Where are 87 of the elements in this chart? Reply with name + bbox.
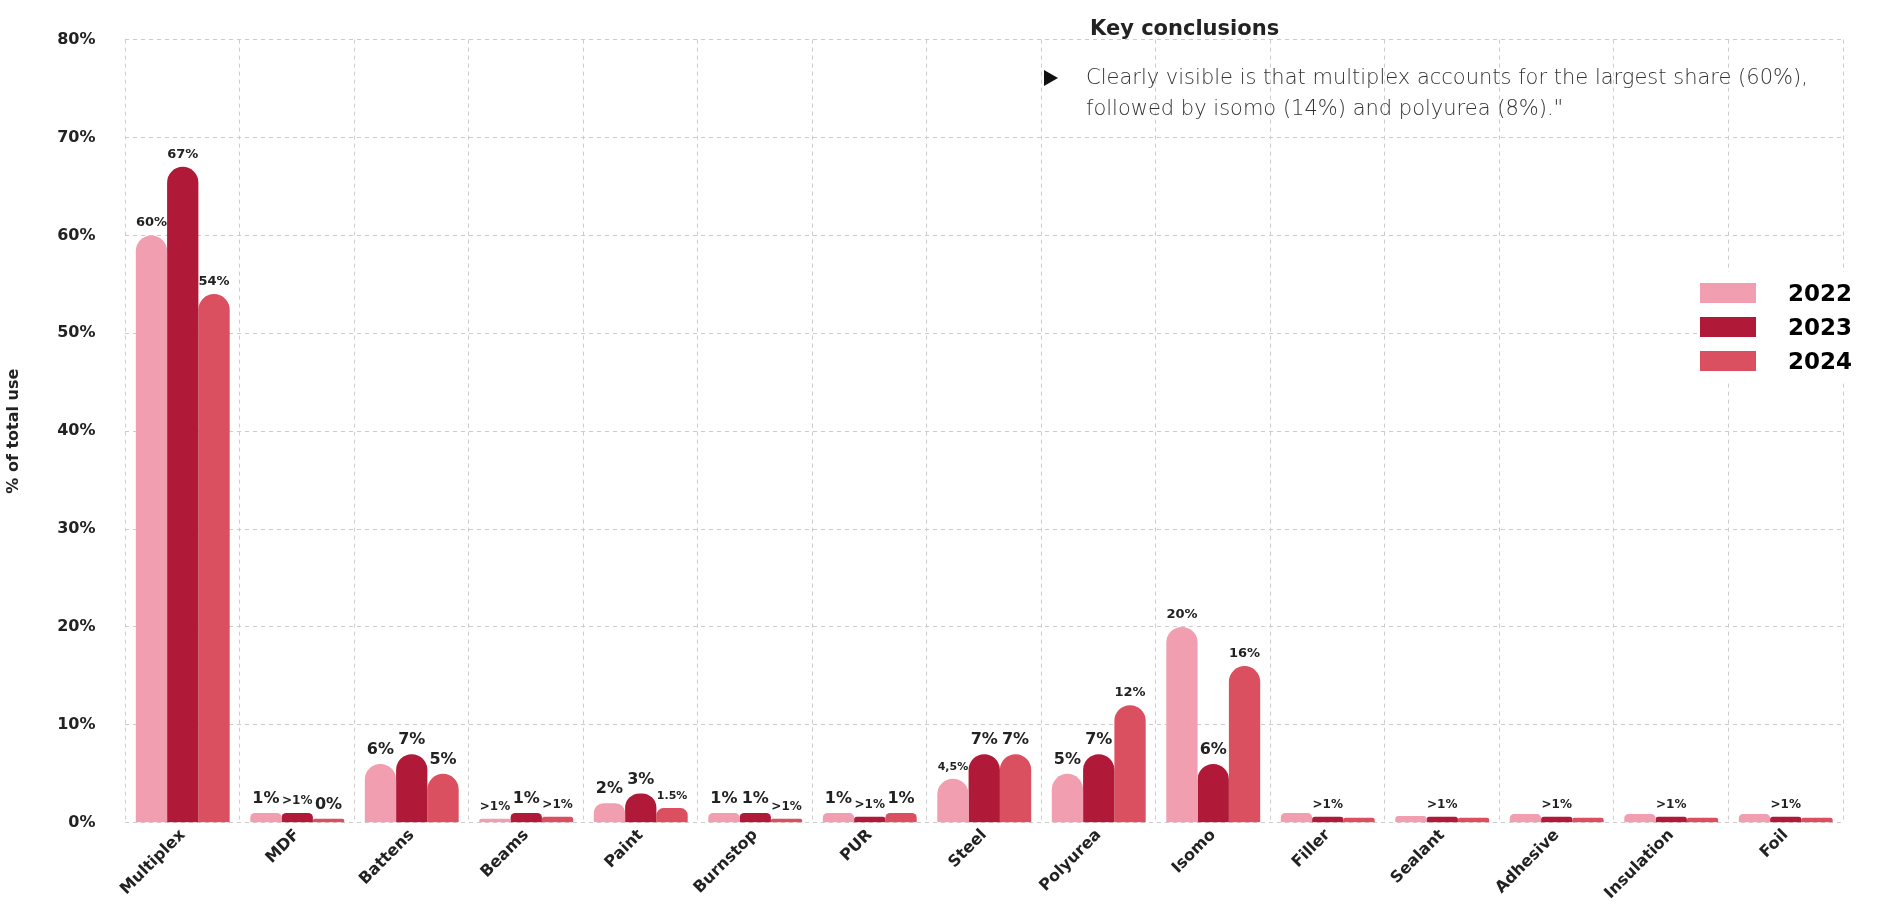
bar <box>1457 817 1490 823</box>
data-label: 4,5% <box>937 760 969 774</box>
data-label: 20% <box>1166 605 1198 621</box>
bar <box>822 812 855 823</box>
bar <box>396 754 428 823</box>
bar <box>1280 812 1313 823</box>
bar <box>1395 815 1427 823</box>
data-label: 7% <box>398 729 426 749</box>
data-label: 1% <box>887 788 915 808</box>
bar <box>510 812 542 823</box>
bar <box>1343 817 1375 823</box>
data-label: 60% <box>135 214 168 230</box>
y-tick-label: 80% <box>57 28 96 48</box>
bar <box>281 812 313 823</box>
annotation: Clearly visible is that multiplex accounts for the largest share (60%), followed by isomo (14%) and polyurea (8%)." <box>1086 64 1809 122</box>
bar <box>541 816 574 823</box>
bar <box>364 764 397 823</box>
bar <box>656 808 688 823</box>
data-label: >1% <box>1312 797 1343 811</box>
bar <box>1114 705 1146 823</box>
bar <box>1655 816 1687 823</box>
bar <box>854 816 886 823</box>
bar <box>1197 764 1229 823</box>
y-tick-label: 50% <box>57 322 96 342</box>
data-label: 16% <box>1228 644 1261 660</box>
data-label: 67% <box>167 145 199 161</box>
legend-label: 2024 <box>1788 348 1853 374</box>
annotation: Key conclusions <box>1090 16 1281 40</box>
bar <box>1509 813 1542 823</box>
bar <box>999 754 1032 823</box>
bar <box>1624 813 1656 823</box>
legend-label: 2022 <box>1788 280 1853 306</box>
legend-label: 2023 <box>1788 314 1853 340</box>
bar <box>968 754 1000 823</box>
y-tick-label: 40% <box>57 420 96 440</box>
data-label: 1% <box>824 788 853 808</box>
bar <box>135 235 168 823</box>
bar <box>1801 817 1833 823</box>
bar <box>1572 817 1604 823</box>
data-label: >1% <box>1656 797 1687 811</box>
bar <box>1686 817 1719 823</box>
bar <box>708 812 740 823</box>
y-tick-label: 10% <box>57 714 96 734</box>
bar <box>1166 626 1198 823</box>
bar <box>250 812 282 823</box>
y-axis-title: % of total use <box>2 368 22 494</box>
y-tick-label: 60% <box>57 224 96 244</box>
bar <box>1312 816 1344 823</box>
bar <box>198 294 230 823</box>
data-label: >1% <box>1427 797 1458 811</box>
bar <box>1738 813 1771 823</box>
data-label: 1.5% <box>656 789 688 803</box>
data-label: 54% <box>198 273 230 288</box>
bar <box>1770 816 1802 823</box>
data-label: 7% <box>970 729 998 749</box>
bar <box>1426 816 1458 823</box>
data-label: >1% <box>282 793 313 808</box>
data-label: >1% <box>854 797 885 811</box>
data-label: 2% <box>595 778 624 798</box>
data-label: 1% <box>741 788 769 808</box>
data-label: 1% <box>512 788 540 808</box>
data-label: >1% <box>1770 797 1801 811</box>
data-label: 1% <box>252 788 280 808</box>
data-label: >1% <box>479 798 511 813</box>
bar <box>885 812 917 823</box>
y-tick-label: 20% <box>57 616 96 636</box>
bar <box>167 166 199 823</box>
data-label: 6% <box>1199 739 1227 759</box>
bar <box>1228 666 1261 823</box>
bar <box>1541 816 1573 823</box>
data-label: >1% <box>542 797 573 811</box>
bar <box>1083 754 1115 823</box>
data-label: 6% <box>366 739 395 759</box>
bar <box>739 812 771 823</box>
data-label: 3% <box>627 768 655 788</box>
data-label: 5% <box>429 748 457 768</box>
data-label: 7% <box>1085 729 1113 749</box>
y-tick-label: 70% <box>57 126 96 146</box>
data-label: >1% <box>1541 797 1572 811</box>
data-label: >1% <box>771 798 802 813</box>
data-label: 12% <box>1114 684 1146 700</box>
data-label: 5% <box>1053 748 1082 768</box>
y-tick-label: 30% <box>57 518 96 538</box>
data-label: 1% <box>710 788 738 808</box>
data-label: 0% <box>314 793 343 813</box>
y-tick-label: 0% <box>68 811 96 831</box>
data-label: 7% <box>1001 729 1030 749</box>
